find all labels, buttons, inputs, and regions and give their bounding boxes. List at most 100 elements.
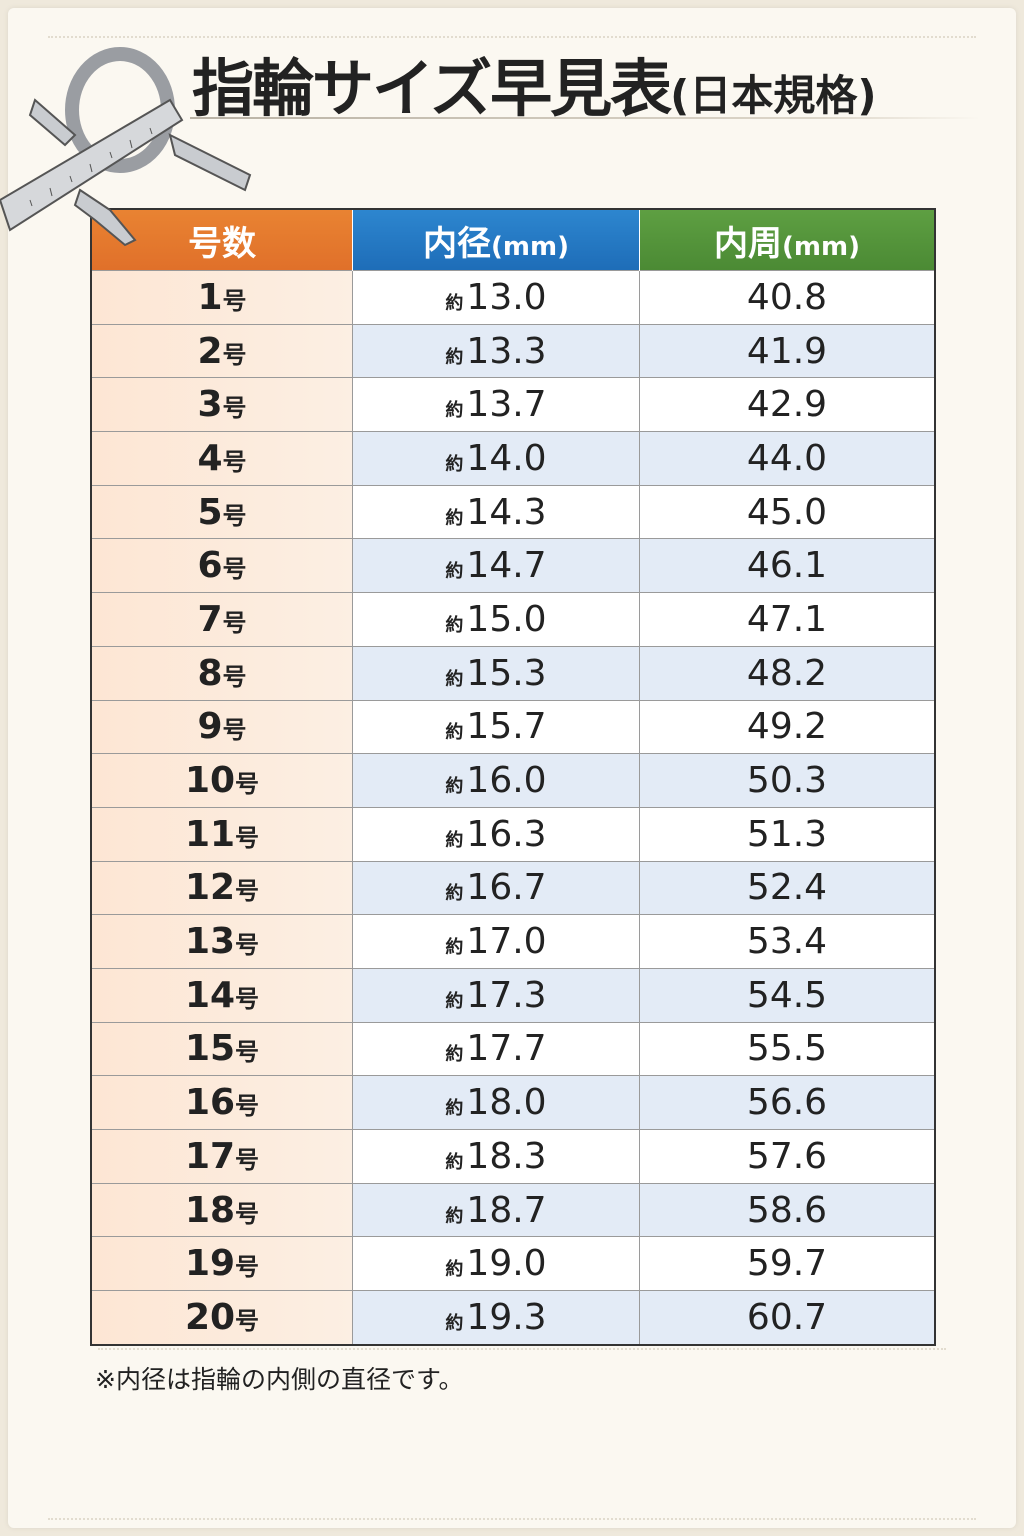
- circumference-cell: 52.4: [639, 860, 935, 915]
- size-number: 5: [197, 491, 223, 533]
- size-number: 18: [184, 1189, 236, 1231]
- size-suffix: 号: [222, 555, 247, 584]
- diameter-value: 14.3: [466, 491, 547, 533]
- diameter-cell: 約17.7: [352, 1021, 640, 1076]
- table-row: 5号 約14.3 45.0: [90, 484, 935, 539]
- title-underline: [190, 117, 980, 119]
- size-suffix: 号: [235, 1306, 260, 1335]
- approx-prefix: 約: [445, 346, 464, 368]
- table-row: 1号 約13.0 40.8: [90, 270, 935, 325]
- table-row: 6号 約14.7 46.1: [90, 538, 935, 593]
- footnote: ※内径は指輪の内側の直径です。: [95, 1365, 464, 1394]
- size-suffix: 号: [235, 770, 260, 799]
- table-row: 17号 約18.3 57.6: [90, 1129, 935, 1184]
- approx-prefix: 約: [445, 507, 464, 529]
- approx-prefix: 約: [445, 561, 464, 583]
- diameter-value: 15.0: [466, 598, 547, 640]
- table-row: 16号 約18.0 56.6: [90, 1075, 935, 1130]
- diameter-cell: 約13.3: [352, 323, 640, 378]
- size-suffix: 号: [222, 447, 247, 476]
- approx-prefix: 約: [445, 400, 464, 422]
- size-suffix: 号: [222, 501, 247, 530]
- size-number: 8: [197, 652, 223, 694]
- size-suffix: 号: [235, 1253, 260, 1282]
- diameter-cell: 約16.3: [352, 806, 640, 862]
- diameter-value: 16.7: [466, 867, 547, 909]
- header-label: 号数: [188, 223, 256, 264]
- table-row: 9号 約15.7 49.2: [90, 699, 935, 754]
- diameter-cell: 約15.0: [352, 592, 640, 647]
- table-row: 14号 約17.3 54.5: [90, 967, 935, 1023]
- circumference-cell: 48.2: [639, 645, 935, 700]
- size-number: 16: [184, 1082, 236, 1124]
- caliper-ring-illustration: [0, 47, 252, 247]
- size-cell: 9号: [90, 699, 353, 754]
- size-suffix: 号: [235, 1145, 260, 1174]
- approx-prefix: 約: [445, 1205, 464, 1227]
- table-row: 19号 約19.0 59.7: [90, 1236, 935, 1291]
- size-suffix: 号: [222, 662, 247, 691]
- divider: [98, 1348, 946, 1350]
- circumference-cell: 44.0: [639, 431, 935, 486]
- size-cell: 5号: [90, 484, 353, 539]
- title-main: 指輪サイズ早見表: [192, 52, 672, 125]
- diameter-value: 13.0: [466, 276, 547, 318]
- diameter-cell: 約15.7: [352, 699, 640, 754]
- size-cell: 20号: [90, 1290, 353, 1345]
- divider: [48, 36, 976, 38]
- size-suffix: 号: [222, 286, 247, 315]
- diameter-value: 13.3: [466, 330, 547, 372]
- table-header-row: 号数 内径(mm) 内周(mm): [91, 209, 935, 271]
- table-row: 20号 約19.3 60.7: [90, 1290, 935, 1345]
- circumference-cell: 50.3: [639, 753, 935, 808]
- size-number: 20: [184, 1296, 236, 1338]
- circumference-cell: 56.6: [639, 1075, 935, 1130]
- diameter-cell: 約18.3: [352, 1129, 640, 1184]
- size-cell: 4号: [90, 431, 353, 486]
- size-number: 13: [184, 921, 236, 963]
- table-row: 3号 約13.7 42.9: [90, 377, 935, 432]
- size-number: 12: [184, 867, 236, 909]
- size-cell: 8号: [90, 645, 353, 700]
- approx-prefix: 約: [445, 1312, 464, 1334]
- diameter-value: 13.7: [466, 384, 547, 426]
- table-row: 7号 約15.0 47.1: [90, 592, 935, 647]
- size-cell: 1号: [90, 270, 353, 325]
- diameter-value: 17.7: [466, 1028, 547, 1070]
- size-number: 4: [197, 437, 223, 479]
- table-row: 18号 約18.7 58.6: [90, 1182, 935, 1237]
- size-number: 9: [197, 706, 223, 748]
- approx-prefix: 約: [445, 1259, 464, 1281]
- circumference-cell: 55.5: [639, 1021, 935, 1076]
- header-diameter: 内径(mm): [352, 209, 640, 271]
- diameter-cell: 約19.0: [352, 1236, 640, 1291]
- approx-prefix: 約: [445, 883, 464, 905]
- size-suffix: 号: [235, 877, 260, 906]
- size-cell: 3号: [90, 377, 353, 432]
- size-cell: 16号: [90, 1075, 353, 1130]
- approx-prefix: 約: [445, 1044, 464, 1066]
- circumference-cell: 59.7: [639, 1236, 935, 1291]
- diameter-cell: 約15.3: [352, 645, 640, 700]
- size-cell: 13号: [90, 914, 353, 969]
- size-number: 10: [184, 760, 236, 802]
- ring-size-table: 号数 内径(mm) 内周(mm) 1号 約13.0 40.8 2号 約13.3 41.9 3…: [90, 208, 936, 1346]
- size-cell: 14号: [90, 967, 353, 1023]
- diameter-cell: 約17.0: [352, 914, 640, 969]
- size-cell: 15号: [90, 1021, 353, 1076]
- circumference-cell: 41.9: [639, 323, 935, 378]
- size-cell: 12号: [90, 860, 353, 915]
- size-cell: 17号: [90, 1129, 353, 1184]
- approx-prefix: 約: [445, 722, 464, 744]
- diameter-cell: 約14.7: [352, 538, 640, 593]
- table-row: 2号 約13.3 41.9: [90, 323, 935, 378]
- diameter-value: 19.0: [466, 1243, 547, 1285]
- approx-prefix: 約: [445, 990, 464, 1012]
- diameter-cell: 約17.3: [352, 967, 640, 1023]
- diameter-value: 18.3: [466, 1135, 547, 1177]
- diameter-cell: 約18.0: [352, 1075, 640, 1130]
- size-cell: 19号: [90, 1236, 353, 1291]
- table-row: 12号 約16.7 52.4: [90, 860, 935, 915]
- size-number: 1: [197, 276, 223, 318]
- diameter-value: 18.0: [466, 1082, 547, 1124]
